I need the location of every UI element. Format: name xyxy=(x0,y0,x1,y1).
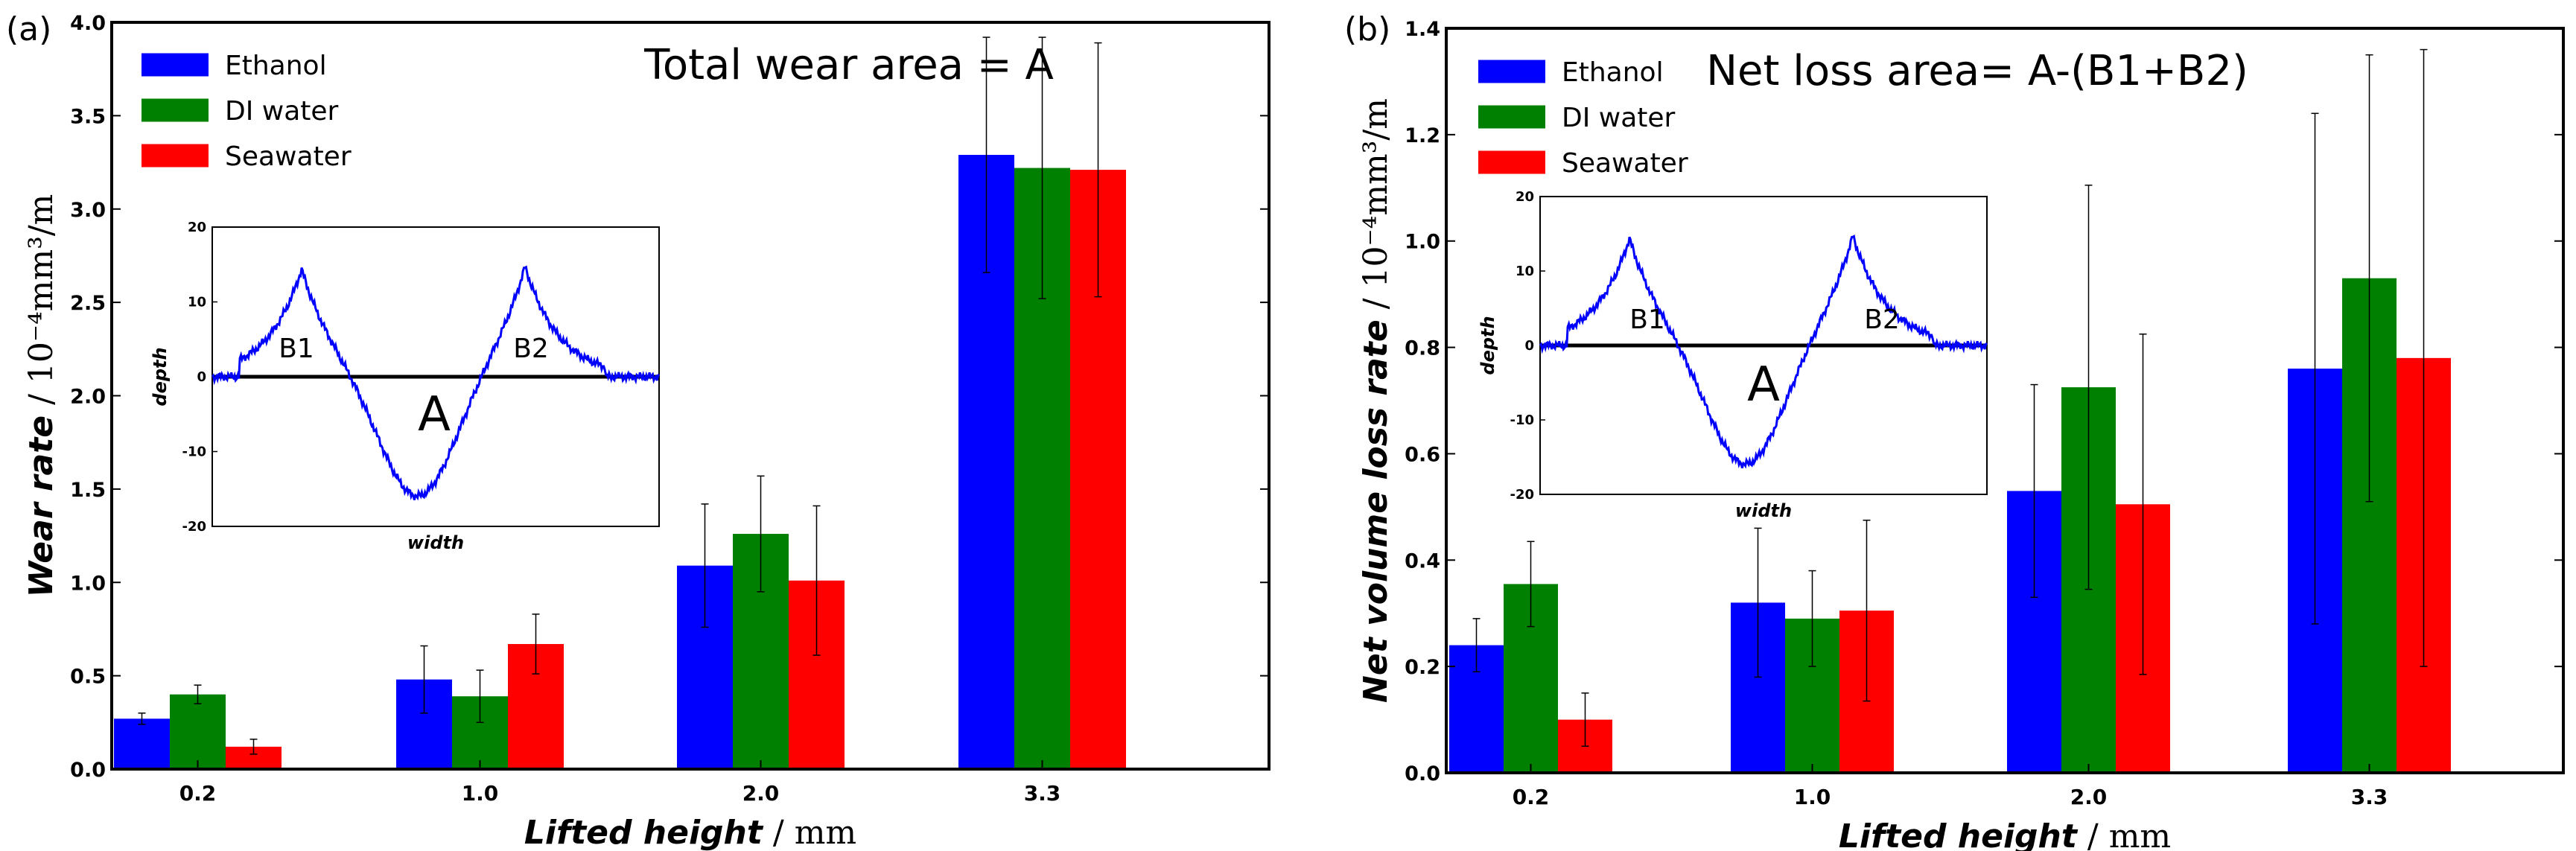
inset-profile-curve xyxy=(1539,235,1988,469)
legend-label: Ethanol xyxy=(1562,57,1664,88)
inset-y-title: depth xyxy=(1478,316,1498,374)
y-tick-label: 0.4 xyxy=(1405,549,1440,573)
y-tick-label: 0.0 xyxy=(1405,762,1440,785)
inset-x-title: width xyxy=(407,532,464,553)
y-axis-title: Wear rate / 10⁻⁴mm³/m xyxy=(22,194,60,598)
x-axis-title-text: Lifted height xyxy=(524,814,764,851)
legend-swatch-ethanol xyxy=(141,53,209,77)
y-axis-title-unit: 10⁻⁴mm³/m xyxy=(1357,98,1395,287)
x-axis-title-slash: / xyxy=(2077,817,2109,851)
y-axis-title-slash: / xyxy=(1357,288,1395,320)
inset-y-tick-label: 20 xyxy=(188,220,206,235)
inset-label-b2: B2 xyxy=(513,334,549,364)
panel-label: (b) xyxy=(1344,10,1390,48)
y-tick-label: 0.0 xyxy=(70,759,106,782)
inset-y-tick-label: -20 xyxy=(1510,487,1534,503)
legend-swatch-di-water xyxy=(141,98,209,122)
inset-label-b2: B2 xyxy=(1864,305,1900,335)
inset-y-tick-label: 0 xyxy=(1524,338,1534,354)
y-tick-label: 0.8 xyxy=(1405,337,1440,360)
legend-label: DI water xyxy=(1562,103,1676,133)
x-tick-label: 0.2 xyxy=(1513,785,1550,809)
legend-label: Seawater xyxy=(1562,148,1688,179)
x-axis-title-slash: / xyxy=(763,814,795,851)
legend-label: Ethanol xyxy=(225,51,327,81)
inset-label-a: A xyxy=(418,387,451,442)
x-tick-label: 1.0 xyxy=(462,781,499,806)
inset-y-tick-label: 10 xyxy=(1516,264,1534,279)
x-tick-label: 3.3 xyxy=(1024,781,1061,806)
legend-swatch-seawater xyxy=(1478,150,1545,174)
y-tick-label: 3.0 xyxy=(70,199,106,222)
x-tick-label: 0.2 xyxy=(179,781,217,806)
inset-label-b1: B1 xyxy=(1629,305,1665,335)
x-axis-title-unit: mm xyxy=(795,814,856,851)
legend-swatch-di-water xyxy=(1478,105,1545,129)
x-axis-title-text: Lifted height xyxy=(1839,817,2079,851)
y-tick-label: 2.5 xyxy=(70,292,106,315)
y-tick-label: 0.2 xyxy=(1405,656,1440,679)
x-axis-title-unit: mm xyxy=(2109,817,2171,851)
bar-di-water-0.2 xyxy=(170,694,226,769)
y-axis-title-text: Net volume loss rate xyxy=(1357,319,1395,703)
legend-swatch-ethanol xyxy=(1478,60,1545,83)
legend-label: DI water xyxy=(225,96,339,127)
y-axis-title-slash: / xyxy=(22,383,60,415)
y-tick-label: 1.0 xyxy=(70,572,106,595)
annotation-text: Net loss area= A-(B1+B2) xyxy=(1706,47,2248,95)
y-tick-label: 2.0 xyxy=(70,386,106,409)
bar-ethanol-0.2 xyxy=(114,718,170,769)
y-axis-title-unit: 10⁻⁴mm³/m xyxy=(22,194,60,383)
panel-label: (a) xyxy=(6,10,51,48)
y-tick-label: 1.2 xyxy=(1405,124,1440,147)
x-tick-label: 1.0 xyxy=(1794,785,1831,809)
inset-label-a: A xyxy=(1747,357,1780,412)
y-axis-title: Net volume loss rate / 10⁻⁴mm³/m xyxy=(1357,98,1395,703)
y-tick-label: 1.5 xyxy=(70,479,106,502)
inset-y-tick-label: 10 xyxy=(188,295,206,310)
y-tick-label: 3.5 xyxy=(70,105,106,128)
inset-y-tick-label: -10 xyxy=(1510,412,1534,428)
y-tick-label: 0.5 xyxy=(70,666,106,689)
inset-y-tick-label: -20 xyxy=(182,519,206,535)
inset-x-title: width xyxy=(1735,500,1792,521)
inset-y-tick-label: -10 xyxy=(182,444,206,460)
panel-a: (a) 0.0 0.5 1.0 1.5 2.0 2.5 3.0 3.5 4.0 0.2 1.0 2.0 3… xyxy=(6,10,1270,851)
legend-swatch-seawater xyxy=(141,144,209,168)
y-tick-label: 1.0 xyxy=(1405,231,1440,254)
inset-y-title: depth xyxy=(150,347,171,406)
y-tick-label: 1.4 xyxy=(1405,18,1440,41)
y-tick-label: 0.6 xyxy=(1405,443,1440,466)
x-axis-title: Lifted height / mm xyxy=(1839,817,2171,851)
y-axis-title-text: Wear rate xyxy=(22,415,60,598)
annotation-text: Total wear area = A xyxy=(643,41,1054,89)
inset-label-b1: B1 xyxy=(279,334,314,364)
plot-frame xyxy=(1445,27,2565,774)
panel-b: (b) 0.0 0.2 0.4 0.6 0.8 1.0 1.2 1.4 0.2 1.0 2.0 3.3 L… xyxy=(1344,10,2565,851)
x-axis-title: Lifted height / mm xyxy=(524,814,856,851)
inset-y-tick-label: 20 xyxy=(1516,189,1534,205)
legend-label: Seawater xyxy=(225,141,352,172)
x-tick-label: 3.3 xyxy=(2351,785,2388,809)
inset-profile-curve xyxy=(211,265,661,501)
x-tick-label: 2.0 xyxy=(2070,785,2108,809)
y-tick-label: 4.0 xyxy=(70,12,106,35)
x-tick-label: 2.0 xyxy=(742,781,780,806)
inset-y-tick-label: 0 xyxy=(197,369,206,385)
